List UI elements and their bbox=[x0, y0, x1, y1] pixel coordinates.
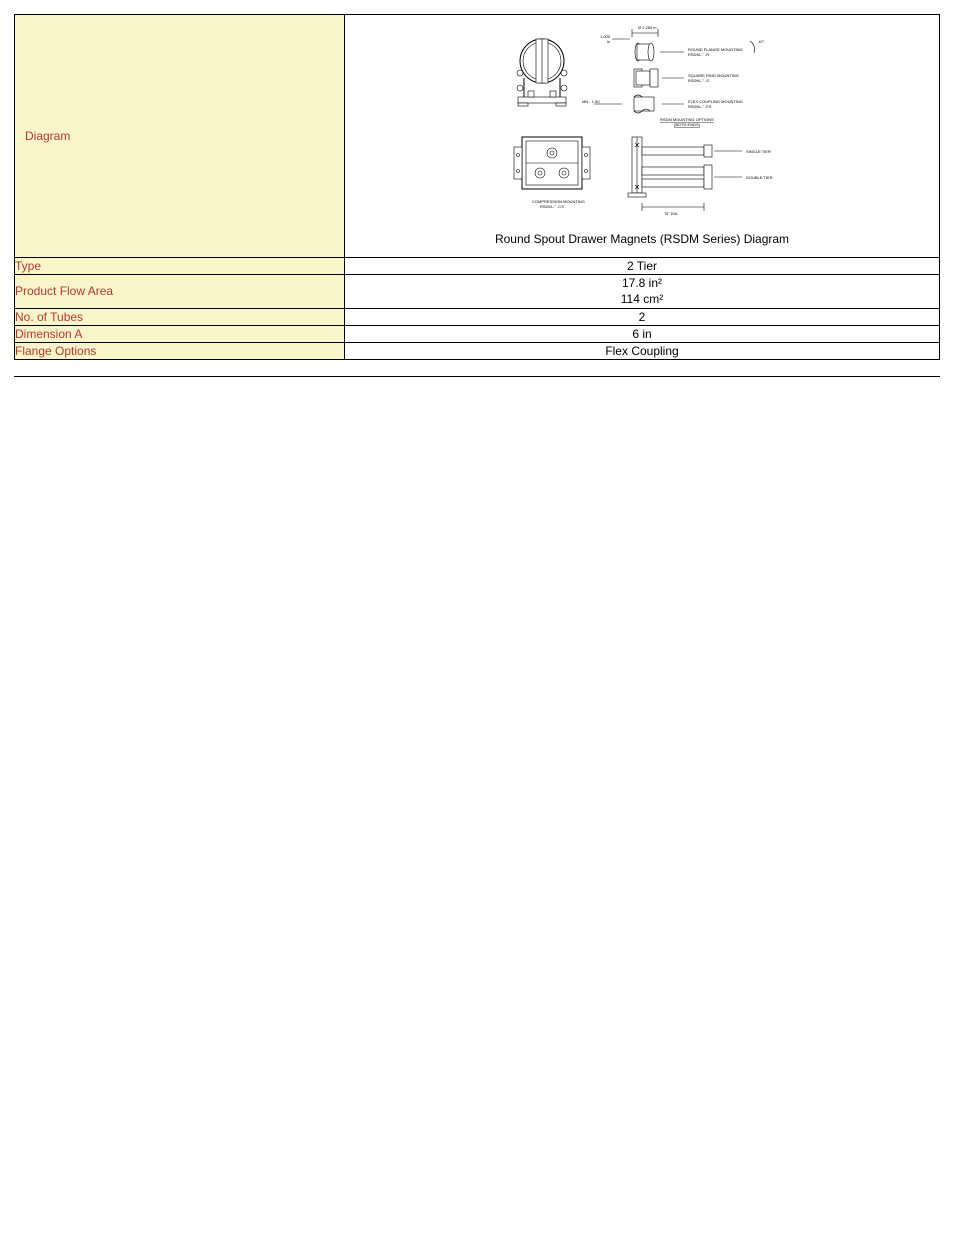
mn-left: MN - 1.50 bbox=[582, 99, 600, 104]
opt1-b: RSDM--" -R bbox=[688, 52, 709, 57]
dim-left2: in bbox=[607, 39, 610, 44]
diagram-container: Ø 2.250 in 1.000 in 10° bbox=[349, 25, 935, 247]
label-dimA-text: Dimension A bbox=[15, 327, 82, 341]
value-tubes: 2 bbox=[345, 308, 940, 325]
opt3-b: RSDM--" -FS bbox=[688, 104, 712, 109]
spec-table: Diagram bbox=[14, 14, 940, 360]
cell-diagram: Ø 2.250 in 1.000 in 10° bbox=[345, 15, 940, 258]
label-flange: Flange Options bbox=[15, 342, 345, 359]
row-dimA: Dimension A 6 in bbox=[15, 325, 940, 342]
mount-title-2: (BOTH ENDS) bbox=[674, 122, 701, 127]
value-flow: 17.8 in² 114 cm² bbox=[345, 275, 940, 308]
label-type: Type bbox=[15, 258, 345, 275]
dim-top: Ø 2.250 in bbox=[638, 25, 656, 30]
label-diagram: Diagram bbox=[15, 15, 345, 258]
side-single: SINGLE TIER bbox=[746, 149, 771, 154]
side-double: DOUBLE TIER bbox=[746, 175, 773, 180]
footer-rule bbox=[14, 376, 940, 377]
row-diagram: Diagram bbox=[15, 15, 940, 258]
value-type: 2 Tier bbox=[345, 258, 940, 275]
comp-b: RSDM--" -CS bbox=[540, 204, 564, 209]
label-dimA: Dimension A bbox=[15, 325, 345, 342]
row-tubes: No. of Tubes 2 bbox=[15, 308, 940, 325]
row-flow: Product Flow Area 17.8 in² 114 cm² bbox=[15, 275, 940, 308]
opt2-b: RSDM--" -S bbox=[688, 78, 709, 83]
label-flow: Product Flow Area bbox=[15, 275, 345, 308]
label-tubes-text: No. of Tubes bbox=[15, 310, 83, 324]
row-type: Type 2 Tier bbox=[15, 258, 940, 275]
value-flange: Flex Coupling bbox=[345, 342, 940, 359]
label-diagram-text: Diagram bbox=[25, 129, 70, 143]
label-flow-text: Product Flow Area bbox=[15, 284, 113, 298]
diagram-svg: Ø 2.250 in 1.000 in 10° bbox=[492, 25, 792, 225]
label-tubes: No. of Tubes bbox=[15, 308, 345, 325]
label-type-text: Type bbox=[15, 259, 41, 273]
label-flange-text: Flange Options bbox=[15, 344, 96, 358]
dim-b: "B" DIA. bbox=[664, 211, 678, 216]
diagram-caption: Round Spout Drawer Magnets (RSDM Series)… bbox=[495, 229, 789, 247]
value-dimA: 6 in bbox=[345, 325, 940, 342]
dim-angle: 10° bbox=[758, 39, 764, 44]
row-flange: Flange Options Flex Coupling bbox=[15, 342, 940, 359]
